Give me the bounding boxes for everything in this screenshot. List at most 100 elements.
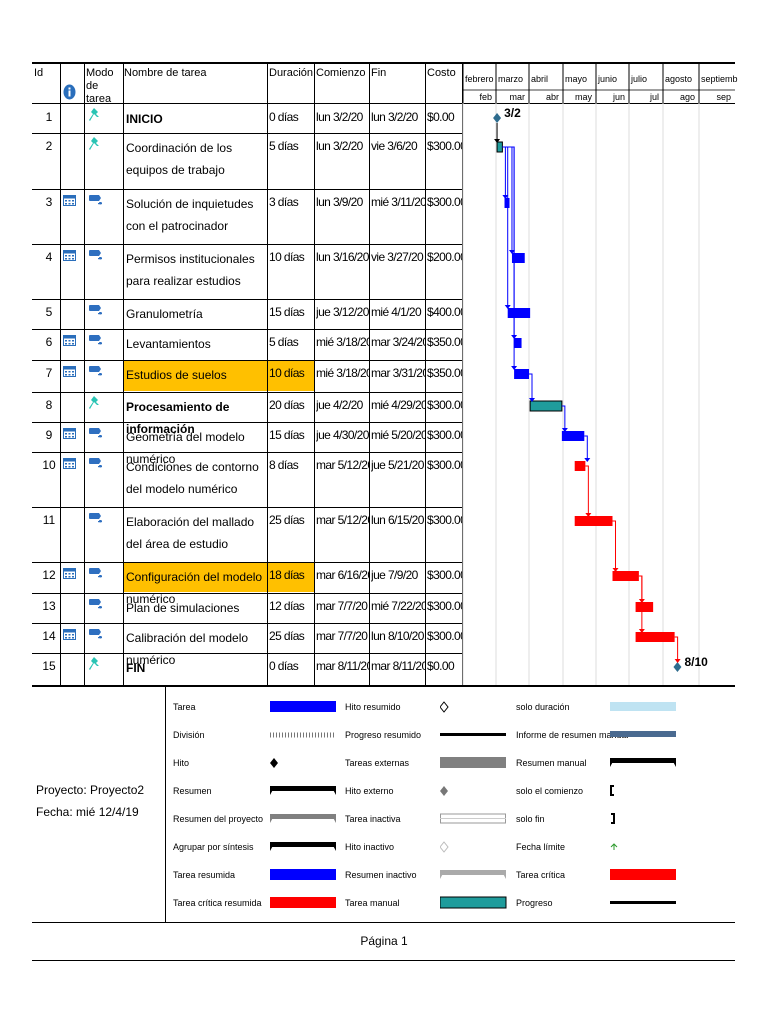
task-id: 12 (42, 568, 56, 582)
task-name[interactable]: Estudios de suelos (126, 368, 227, 382)
legend-label: Progreso (516, 898, 553, 908)
calendar-icon (63, 627, 76, 645)
legend-label: Agrupar por síntesis (173, 842, 254, 852)
task-name[interactable]: Condiciones de contorno del modelo numér… (126, 460, 259, 496)
task-finish: mié 5/20/20 (371, 428, 425, 442)
task-duration: 5 días (269, 335, 299, 349)
task-name[interactable]: Granulometría (126, 307, 203, 321)
task-bar (529, 400, 563, 412)
task-start: lun 3/2/20 (316, 139, 363, 153)
task-start: lun 3/16/20 (316, 250, 369, 264)
legend-label: Tarea (173, 702, 196, 712)
col-divider (123, 62, 124, 685)
table-top-border (32, 62, 735, 64)
timescale-month-abbr: jul (649, 92, 659, 102)
arrow-head (511, 366, 518, 370)
col-header-duration[interactable]: Duración (269, 67, 314, 79)
task-finish: mié 4/1/20 (371, 305, 422, 319)
dependency-arrow (529, 373, 533, 399)
task-duration: 3 días (269, 195, 299, 209)
legend-swatch-line-black (440, 728, 508, 742)
footer-bottom-border (32, 960, 735, 961)
task-name[interactable]: Solución de inquietudes con el patrocina… (126, 197, 254, 233)
legend-swatch-summary-lightgray (440, 868, 508, 882)
task-start: mar 8/11/20 (316, 659, 369, 673)
col-header-id[interactable]: Id (34, 67, 44, 79)
task-cost: $400.00 (427, 305, 462, 319)
task-name[interactable]: Elaboración del mallado del área de estu… (126, 515, 255, 551)
arrow-head (508, 250, 515, 254)
col-divider (462, 62, 463, 685)
task-start: mar 5/12/20 (316, 458, 369, 472)
task-name[interactable]: Geometría del modelo numérico (126, 430, 245, 466)
legend-label: Resumen (173, 786, 212, 796)
task-name[interactable]: Configuración del modelo numérico (126, 570, 263, 606)
legend-swatch-bracket-right (610, 812, 678, 826)
row-divider (32, 392, 462, 393)
row-divider (32, 653, 462, 654)
col-header-start[interactable]: Comienzo (316, 67, 366, 79)
task-duration: 0 días (269, 659, 299, 673)
manual-schedule-icon (88, 303, 104, 321)
legend-label: solo fin (516, 814, 545, 824)
calendar-icon (63, 456, 76, 474)
legend-label: Hito (173, 758, 190, 768)
manual-schedule-icon (88, 193, 104, 211)
col-divider (267, 62, 268, 685)
highlight-cell (268, 563, 314, 592)
task-duration: 12 días (269, 599, 305, 613)
legend-swatch-diamond-light (439, 840, 508, 854)
legend-swatch-bar-gray (440, 756, 508, 770)
legend-label: Tarea crítica (516, 870, 566, 880)
task-finish: lun 3/2/20 (371, 110, 418, 124)
row-divider (32, 133, 462, 134)
col-header-name[interactable]: Nombre de tarea (124, 67, 207, 79)
col-header-finish[interactable]: Fin (371, 67, 387, 79)
legend-swatch-bar-slate (610, 728, 678, 742)
legend-swatch-diamond-black (270, 756, 338, 770)
legend-swatch-line-black (610, 896, 678, 910)
task-name[interactable]: Calibración del modelo numérico (126, 631, 249, 667)
manual-schedule-icon (88, 456, 104, 474)
manual-schedule-icon (88, 426, 104, 444)
task-start: mar 7/7/20 (316, 599, 368, 613)
arrow-head (612, 568, 619, 572)
calendar-icon (63, 248, 76, 266)
task-id: 9 (45, 428, 53, 442)
task-name[interactable]: Coordinación de los equipos de trabajo (126, 141, 233, 177)
task-finish: jue 5/21/20 (371, 458, 424, 472)
col-header-cost[interactable]: Costo (427, 67, 456, 79)
row-divider (32, 623, 462, 624)
task-name[interactable]: Procesamiento de información (126, 400, 230, 436)
col-divider (60, 62, 61, 685)
project-name: Proyecto: Proyecto2 (36, 783, 145, 797)
task-name[interactable]: FIN (126, 661, 146, 675)
dependency-arrow (502, 146, 513, 251)
manual-schedule-icon (88, 364, 104, 382)
task-cost: $0.00 (427, 659, 455, 673)
task-name[interactable]: Permisos institucionales para realizar e… (126, 252, 255, 288)
task-cost: $200.00 (427, 250, 462, 264)
task-bar (635, 602, 654, 612)
task-finish: vie 3/27/20 (371, 250, 424, 264)
task-cost: $0.00 (427, 110, 455, 124)
task-name[interactable]: Plan de simulaciones (126, 601, 240, 615)
task-id: 7 (45, 366, 53, 380)
task-id: 13 (42, 599, 56, 613)
highlight-cell (124, 361, 267, 391)
arrow-head (494, 139, 501, 143)
task-start: lun 3/9/20 (316, 195, 363, 209)
legend-label: Hito inactivo (345, 842, 395, 852)
col-divider (314, 62, 315, 685)
task-name[interactable]: INICIO (126, 112, 163, 126)
task-finish: mar 8/11/20 (371, 659, 425, 673)
task-cost: $300.00 (427, 458, 462, 472)
calendar-icon (63, 566, 76, 584)
row-divider (32, 360, 462, 361)
arrow-head (511, 335, 518, 339)
task-bar (496, 141, 503, 153)
legend-label: Hito externo (345, 786, 394, 796)
col-header-mode[interactable]: Modo de tarea (86, 67, 114, 105)
timescale-month-abbr: may (575, 92, 593, 102)
arrow-head (504, 305, 511, 309)
